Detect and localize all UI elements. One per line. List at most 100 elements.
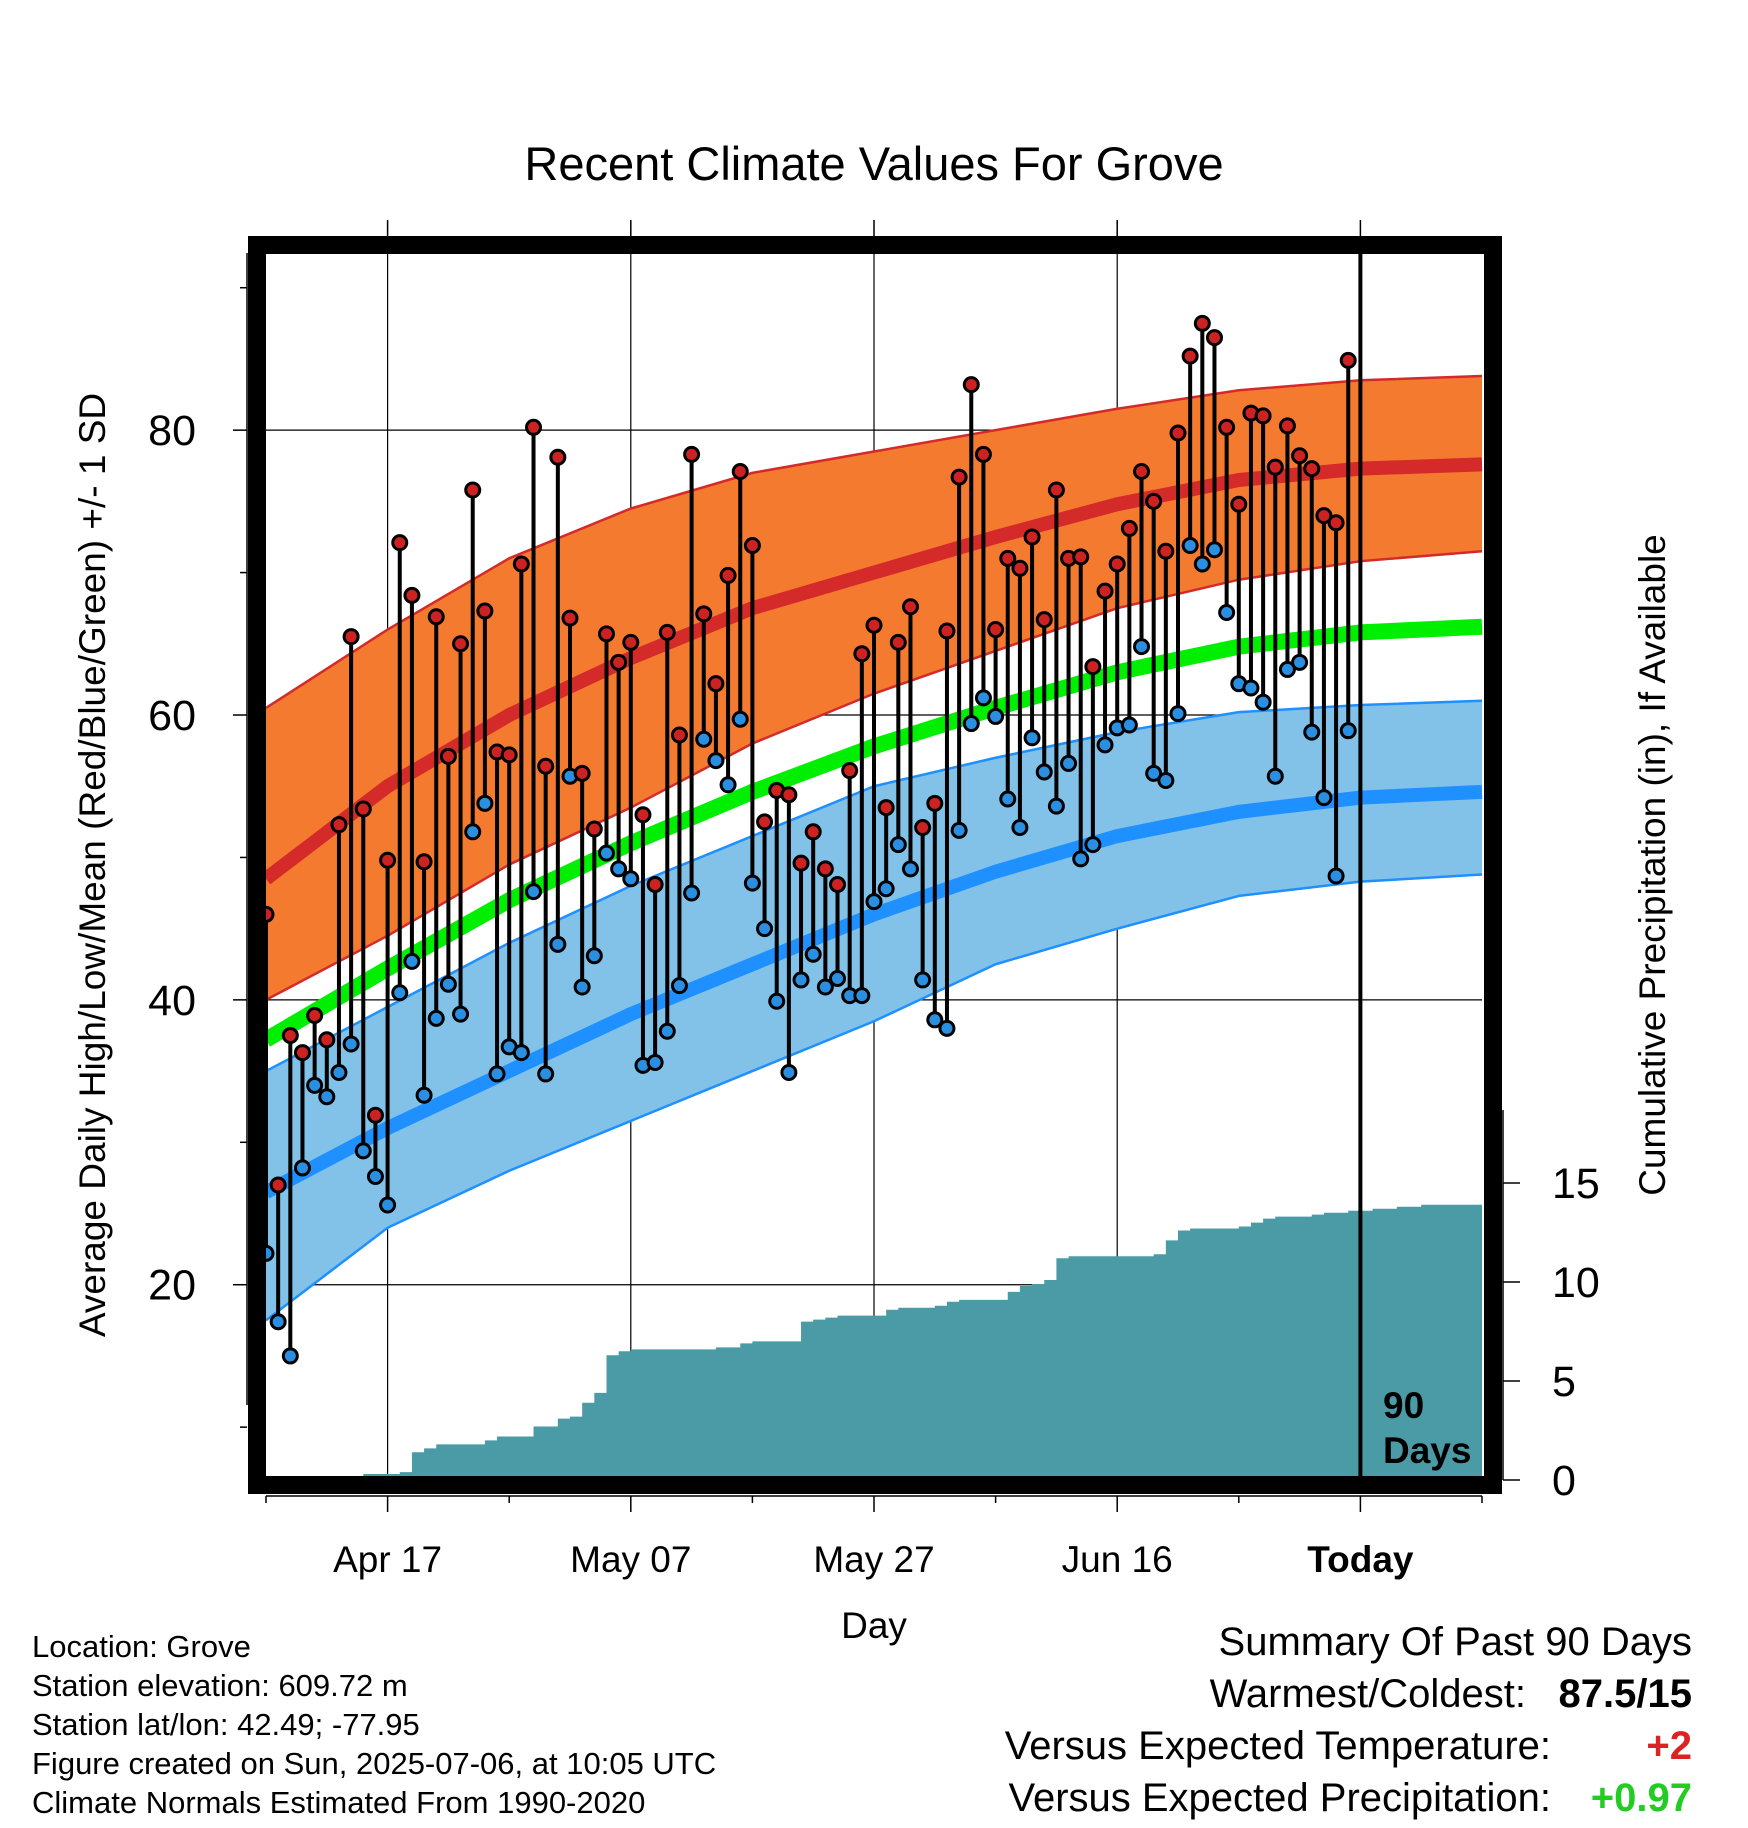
y-right-tick-label: 5 [1552,1358,1576,1406]
daily-low-point [1157,772,1175,790]
daily-low-point [780,1064,798,1082]
daily-low-point [1084,836,1102,854]
temp-vs-expected-value: +2 [1646,1724,1692,1768]
daily-low-point [792,971,810,989]
precip-vs-expected-row: Versus Expected Precipitation: +0.97 [1005,1776,1692,1828]
daily-high-point [1193,314,1211,332]
daily-low-point [889,836,907,854]
daily-high-point [695,605,713,623]
temp-vs-expected-row: Versus Expected Temperature: +2 [1005,1724,1692,1776]
daily-high-point [1084,658,1102,676]
chart-title: Recent Climate Values For Grove [524,137,1223,190]
daily-high-point [293,1044,311,1062]
daily-low-point [1218,603,1236,621]
daily-low-point [391,984,409,1002]
y-axis-left-label: Average Daily High/Low/Mean (Red/Blue/Gr… [72,393,113,1337]
daily-high-point [403,586,421,604]
daily-high-point [1035,611,1053,629]
daily-high-point [573,764,591,782]
daily-low-point [804,945,822,963]
daily-high-point [525,418,543,436]
daily-high-point [1266,458,1284,476]
daily-high-point [537,757,555,775]
daily-low-point [269,1313,287,1331]
daily-low-point [610,860,628,878]
daily-high-point [999,549,1017,567]
daily-low-point [1169,705,1187,723]
daily-low-point [987,707,1005,725]
daily-low-point [1327,867,1345,885]
daily-low-point [901,860,919,878]
daily-low-point [585,947,603,965]
daily-high-point [476,602,494,620]
daily-high-point [756,813,774,831]
daily-high-point [1205,329,1223,347]
x-tick-label: Jun 16 [1062,1539,1173,1580]
daily-high-point [427,608,445,626]
y-right-tick-label: 15 [1552,1160,1600,1208]
daily-low-point [938,1019,956,1037]
daily-low-point [1181,537,1199,555]
daily-low-point [464,823,482,841]
daily-low-point [768,992,786,1010]
daily-low-point [1133,638,1151,656]
x-tick-label: Apr 17 [333,1539,442,1580]
daily-low-point [646,1054,664,1072]
daily-high-point [1181,347,1199,365]
daily-low-point [439,975,457,993]
daily-high-point [561,609,579,627]
daily-low-point [707,752,725,770]
x-tick-label: Today [1307,1539,1414,1580]
daily-low-point [1242,679,1260,697]
daily-low-point [743,874,761,892]
daily-low-point [573,978,591,996]
elevation-text: Station elevation: 609.72 m [32,1668,408,1703]
daily-high-point [1072,548,1090,566]
high-mean-line [261,457,1483,885]
daily-high-point [1315,507,1333,525]
daily-low-point [756,920,774,938]
daily-high-point [1120,519,1138,537]
daily-high-point [1327,514,1345,532]
precip-vs-expected-value: +0.97 [1590,1776,1692,1820]
today-marker-label: 90 Days [1383,1385,1471,1471]
daily-low-point [670,977,688,995]
daily-low-point [1266,767,1284,785]
daily-high-point [1278,417,1296,435]
daily-low-point [962,715,980,733]
daily-low-point [1145,764,1163,782]
daily-high-point [512,555,530,573]
daily-high-point [597,625,615,643]
y-left-tick-label: 80 [148,407,196,455]
daily-high-point [950,468,968,486]
precipitation-area [266,1204,1482,1480]
daily-low-point [1096,736,1114,754]
daily-high-point [889,633,907,651]
daily-high-point [1047,481,1065,499]
daily-high-point [1254,407,1272,425]
daily-high-point [914,819,932,837]
daily-high-point [1096,582,1114,600]
daily-low-point [452,1005,470,1023]
daily-high-point [342,628,360,646]
warmest-coldest-row: Warmest/Coldest: 87.5/15 [1005,1672,1692,1724]
daily-high-point [707,675,725,693]
daily-high-point [829,876,847,894]
temp-vs-expected-label: Versus Expected Temperature: [1004,1724,1551,1768]
daily-low-point [829,970,847,988]
daily-low-point [999,790,1017,808]
daily-high-point [500,746,518,764]
daily-low-point [488,1065,506,1083]
daily-low-point [342,1035,360,1053]
daily-high-point [366,1106,384,1124]
daily-high-point [962,376,980,394]
daily-low-point [719,776,737,794]
daily-low-point [1047,797,1065,815]
daily-high-point [1011,559,1029,577]
daily-low-point [525,883,543,901]
daily-low-point [1120,716,1138,734]
y-right-tick-label: 10 [1552,1259,1600,1307]
created-text: Figure created on Sun, 2025-07-06, at 10… [32,1746,717,1781]
x-axis-label: Day [841,1605,907,1646]
